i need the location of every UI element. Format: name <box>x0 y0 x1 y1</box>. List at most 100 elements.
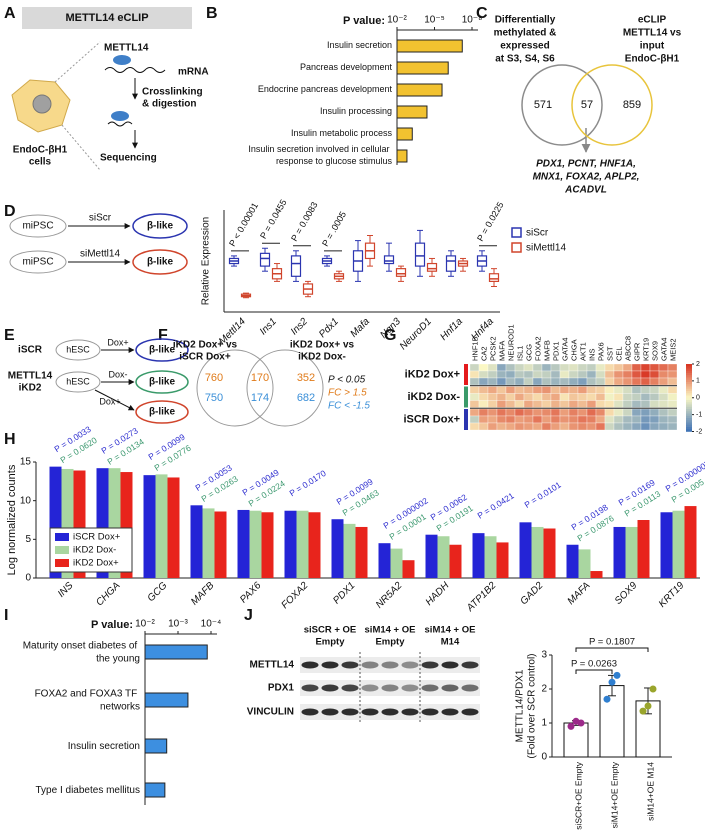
venn-title: Differentially <box>495 15 556 26</box>
blot-band <box>301 708 319 716</box>
heatmap-cell <box>532 422 543 431</box>
bar <box>143 475 156 578</box>
outcome: β-like <box>149 377 176 388</box>
colorbar-step <box>686 388 692 392</box>
arrow <box>94 389 135 411</box>
bracket <box>575 647 649 652</box>
x-tick-label: 10⁻³ <box>168 619 188 630</box>
panel-label: A <box>4 5 16 22</box>
bar <box>425 534 438 578</box>
x-tick-label: Ins1 <box>258 316 279 337</box>
group-bar <box>464 409 468 430</box>
heatmap-cell <box>550 386 561 394</box>
heatmap-cell <box>541 422 552 431</box>
heatmap-cell <box>640 363 651 372</box>
row-label: iKD2 Dox+ <box>405 368 460 380</box>
heatmap-cell <box>496 370 507 379</box>
heatmap-cell <box>478 408 489 417</box>
x-tick-label: HADH <box>424 580 452 608</box>
heatmap-cell <box>523 400 534 408</box>
heatmap-cell <box>505 422 516 431</box>
heatmap-cell <box>505 370 516 379</box>
heatmap-cell <box>505 408 516 417</box>
blot-band <box>421 708 439 716</box>
lane-header: Empty <box>375 637 405 648</box>
bar <box>496 542 509 578</box>
heatmap-cell <box>640 370 651 379</box>
heatmap-cell <box>586 386 597 394</box>
bar <box>437 536 450 578</box>
row-label: PDX1 <box>268 683 295 694</box>
heatmap-cell <box>613 377 624 386</box>
legend-swatch <box>511 227 522 238</box>
colorbar-label: -2 <box>696 428 702 435</box>
p-value: P = 0.0421 <box>475 490 515 520</box>
x-tick-label: 10⁻⁴ <box>201 619 222 630</box>
heatmap-cell <box>532 415 543 424</box>
bar <box>484 536 497 578</box>
heatmap-cell <box>667 408 678 417</box>
bar <box>449 544 462 578</box>
heatmap-cell <box>568 386 579 394</box>
heatmap-cell <box>604 408 615 417</box>
heatmap-cell <box>649 386 660 394</box>
heatmap-cell <box>649 377 660 386</box>
category-label: FOXA2 and FOXA3 TF networks <box>35 688 140 712</box>
heatmap-cell <box>631 377 642 386</box>
blot-band <box>461 684 479 692</box>
heatmap-cell <box>577 386 588 394</box>
blot-band <box>441 661 459 669</box>
bar <box>155 474 168 578</box>
heatmap-cell <box>514 400 525 408</box>
bar <box>296 510 309 578</box>
blot-band <box>321 684 339 692</box>
heatmap-cell <box>640 422 651 431</box>
y-tick-label: 3 <box>541 650 547 661</box>
x-tick-label: siM14+OE M14 <box>645 762 655 821</box>
heatmap-cell <box>559 415 570 424</box>
heatmap-cell <box>631 400 642 408</box>
y-axis-title: Log normalized counts <box>6 464 18 575</box>
bar <box>144 782 166 798</box>
heatmap-cell <box>496 422 507 431</box>
gene-label: FOXA2 <box>533 336 542 361</box>
heatmap-cell <box>523 377 534 386</box>
heatmap-cell <box>595 400 606 408</box>
legend-label: FC > 1.5 <box>328 388 367 399</box>
heatmap-cell <box>640 400 651 408</box>
panel-label: H <box>4 431 16 448</box>
heatmap-cell <box>604 393 615 401</box>
heatmap-cell <box>577 377 588 386</box>
outcome-oval <box>135 338 189 362</box>
colorbar-step <box>686 413 692 417</box>
heatmap-cell <box>550 377 561 386</box>
heatmap-cell <box>469 408 480 417</box>
venn-title: expressed <box>500 41 549 52</box>
venn-count: 571 <box>534 99 552 111</box>
heatmap-cell <box>487 370 498 379</box>
data-point <box>608 678 616 686</box>
rna-label: mRNA <box>178 67 209 78</box>
heatmap-cell <box>667 422 678 431</box>
colorbar-step <box>686 406 692 410</box>
heatmap-cell <box>514 370 525 379</box>
y-tick-label: 1 <box>541 718 547 729</box>
panel-label: I <box>4 607 8 624</box>
heatmap-cell <box>622 408 633 417</box>
colorbar-step <box>686 404 692 408</box>
blot-band <box>461 708 479 716</box>
y-tick-label: 10 <box>20 495 32 506</box>
colorbar-step <box>686 375 692 378</box>
heatmap-cell <box>541 377 552 386</box>
legend-label: siMettl14 <box>526 243 566 254</box>
heatmap-cell <box>541 400 552 408</box>
heatmap-cell <box>631 422 642 431</box>
heatmap-cell <box>667 377 678 386</box>
colorbar-step <box>686 373 692 376</box>
heatmap-cell <box>577 370 588 379</box>
bar <box>599 685 625 758</box>
data-point <box>649 685 657 693</box>
venn-title: iKD2 Dox- <box>298 352 346 363</box>
category-label: Insulin processing <box>320 106 392 116</box>
legend-label: iKD2 Dox- <box>73 545 116 556</box>
